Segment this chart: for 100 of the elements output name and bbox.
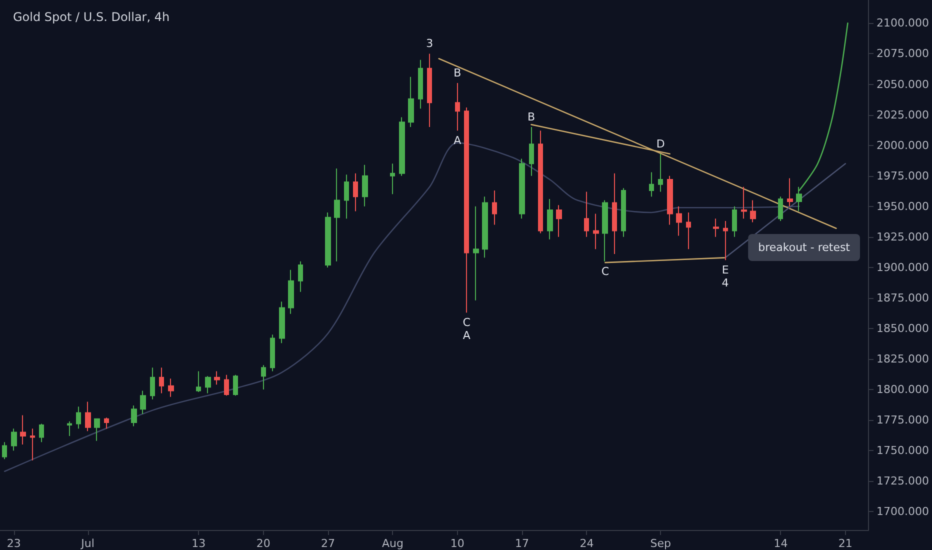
candlestick (676, 206, 682, 236)
candlestick (261, 364, 266, 390)
candlestick (159, 367, 164, 394)
y-tick-label: 1725.000 (876, 474, 930, 488)
candlestick (482, 196, 488, 258)
annotation: E (722, 264, 729, 277)
x-tick-label: Sep (650, 537, 672, 550)
y-tick-label: 2100.000 (876, 16, 930, 30)
x-tick-label: 13 (192, 537, 206, 550)
candlestick (584, 191, 589, 238)
candlestick (547, 198, 553, 240)
candlestick (214, 370, 220, 386)
y-tick-label: 1700.000 (876, 505, 930, 518)
candlestick (20, 414, 26, 446)
candlestick (30, 428, 35, 461)
y-tick-label: 2025.000 (876, 108, 930, 122)
candlestick (325, 212, 331, 268)
candlestick (131, 404, 137, 427)
candlestick (750, 200, 756, 223)
candlestick (593, 213, 599, 250)
candlestick (390, 163, 395, 195)
candlestick (150, 367, 155, 400)
y-tick-label: 1750.000 (876, 444, 930, 458)
candlestick (473, 206, 479, 301)
y-tick-label: 2050.000 (876, 78, 930, 91)
candlestick (298, 260, 303, 292)
candlestick (205, 376, 211, 394)
y-tick-label: 1825.000 (876, 352, 930, 366)
candlestick (344, 174, 349, 220)
candlestick (94, 418, 100, 442)
x-tick-label: 20 (256, 537, 270, 550)
candlestick (455, 82, 460, 132)
annotation: D (656, 137, 665, 150)
candlestick (602, 200, 608, 262)
candlestick (649, 172, 654, 198)
candlestick (140, 390, 146, 414)
candlestick (538, 130, 543, 234)
annotation: C (462, 316, 471, 330)
candlestick (741, 186, 747, 220)
candlestick (686, 212, 691, 250)
candlestick (2, 442, 7, 460)
candlestick (76, 406, 81, 430)
y-tick-label: 1950.000 (876, 200, 930, 213)
x-tick-label: 17 (515, 537, 530, 550)
candlestick (667, 175, 673, 226)
candlestick (288, 269, 294, 314)
x-tick-label: 27 (321, 537, 336, 550)
annotation: breakout - retest (758, 241, 851, 254)
candlestick (408, 76, 414, 128)
x-tick-label: 14 (774, 537, 788, 550)
annotation: B (454, 66, 462, 80)
y-tick-label: 1975.000 (876, 169, 930, 182)
y-tick-label: 1850.000 (876, 322, 930, 335)
candlestick (778, 196, 783, 222)
candlestick (224, 374, 229, 396)
y-tick-label: 2075.000 (876, 47, 930, 60)
y-tick-label: 1900.000 (876, 260, 930, 274)
candlestick (418, 59, 423, 110)
candlestick (39, 423, 44, 443)
x-tick-label: Aug (382, 537, 404, 550)
y-tick-label: 1800.000 (876, 383, 930, 396)
x-tick-label: 10 (450, 537, 464, 550)
y-tick-label: 2000.000 (876, 138, 930, 152)
candlestick (427, 53, 432, 128)
candlestick (399, 116, 405, 176)
candlestick (621, 188, 626, 238)
candlestick (67, 420, 72, 436)
x-tick-label: 21 (838, 537, 852, 550)
annotation: B (528, 110, 536, 124)
candlestick (85, 401, 91, 432)
candlestick (270, 334, 275, 372)
candlestick (11, 428, 17, 452)
candlestick (279, 301, 285, 344)
candlestick (723, 220, 728, 261)
candlestick (732, 206, 737, 238)
candlestick (658, 153, 663, 192)
candlestick (353, 172, 358, 212)
candlestick (519, 158, 525, 220)
text: Gold Spot / U.S. Dollar, 4h (13, 10, 170, 24)
candlestick (492, 190, 497, 226)
y-tick-label: 1875.000 (876, 291, 930, 304)
candlestick (362, 164, 368, 207)
x-tick-label: Jul (80, 537, 94, 550)
x-tick-label: 23 (6, 537, 21, 550)
annotation: A (462, 329, 471, 342)
candlestick (104, 417, 109, 430)
candlestick (713, 218, 719, 238)
annotation: C (601, 264, 610, 278)
y-tick-label: 1775.000 (876, 414, 930, 427)
annotation: 4 (722, 276, 729, 290)
candlestick (196, 370, 201, 393)
candlestick (529, 126, 534, 176)
x-tick-label: 24 (580, 537, 594, 550)
candlestick (787, 178, 793, 207)
candlestick (612, 172, 617, 255)
candlestick (233, 374, 238, 396)
annotation: 3 (426, 37, 434, 50)
candlestick (464, 106, 469, 314)
annotation: A (454, 134, 462, 148)
candlestick (334, 168, 340, 262)
